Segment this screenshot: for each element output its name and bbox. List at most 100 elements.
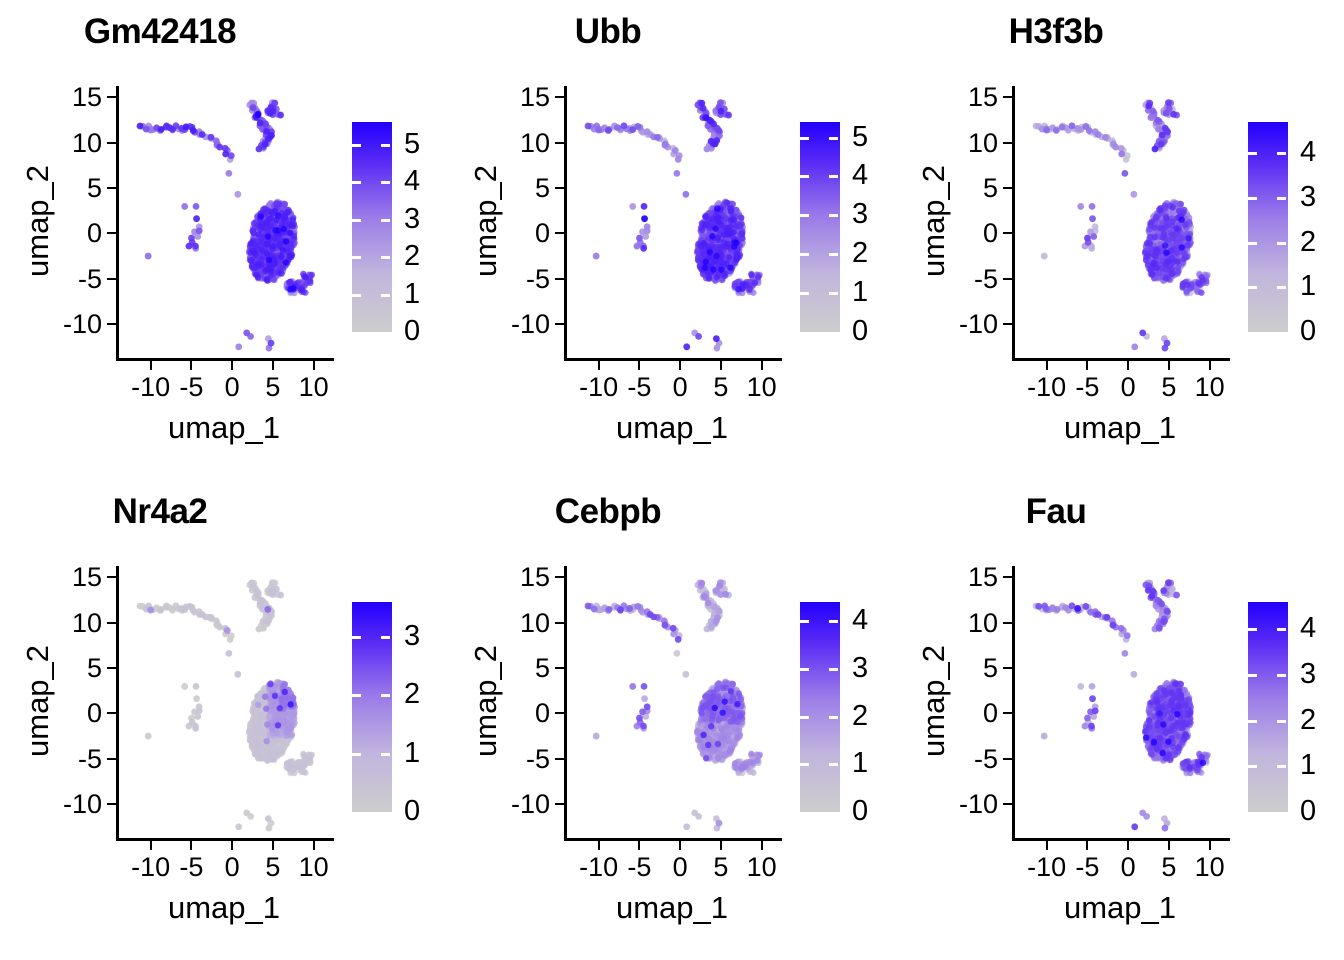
x-tick-label: -10: [131, 852, 171, 882]
colorbar-tick-label: 4: [404, 165, 421, 197]
colorbar-tick-mark: [1248, 719, 1257, 723]
x-tick-label: 0: [1120, 852, 1136, 882]
x-tick-label: -10: [1027, 852, 1067, 882]
colorbar-tick-mark: [1248, 286, 1257, 290]
colorbar-tick-mark: [1248, 152, 1257, 156]
y-axis-line: [564, 566, 567, 838]
y-tick-label: 15: [519, 562, 550, 593]
colorbar-tick-label: 3: [852, 651, 869, 684]
y-tick-mark: [107, 621, 116, 624]
x-tick-mark: [312, 841, 315, 850]
colorbar-tick-label: 4: [852, 604, 869, 637]
x-tick-label: 0: [224, 852, 240, 882]
y-tick-mark: [1003, 232, 1012, 235]
x-tick-label: 0: [672, 372, 688, 402]
colorbar-tick-label: 4: [1300, 136, 1317, 169]
x-tick-label: -5: [179, 852, 204, 882]
x-tick-label: 5: [713, 852, 729, 882]
colorbar-gradient: [352, 602, 392, 812]
colorbar-tick-label: 2: [852, 699, 869, 732]
colorbar-tick-mark: [352, 752, 361, 756]
x-tick-label: 10: [1194, 852, 1225, 882]
x-tick-label: 10: [1194, 372, 1225, 402]
colorbar-tick-mark: [352, 143, 361, 147]
y-tick-label: 10: [519, 607, 550, 638]
y-tick-mark: [107, 666, 116, 669]
y-tick-label: 0: [982, 218, 998, 249]
colorbar-tick-mark: [1248, 765, 1257, 769]
colorbar-tick-mark: [829, 620, 838, 624]
y-tick-label: -10: [62, 309, 102, 340]
x-tick-mark: [231, 361, 234, 370]
colorbar-tick-mark: [829, 292, 838, 296]
colorbar-gradient: [1248, 602, 1288, 812]
y-tick-mark: [107, 323, 116, 326]
colorbar-tick-mark: [1277, 765, 1286, 769]
panel-gm42418: Gm42418 15 10 5 0 -5 -10 -10 -5 0 5 10 umap_1 umap_2…: [0, 0, 448, 480]
x-tick-mark: [1045, 841, 1048, 850]
x-tick-mark: [149, 841, 152, 850]
x-tick-mark: [1045, 361, 1048, 370]
x-tick-label: -5: [1075, 852, 1100, 882]
y-tick-label: 5: [86, 172, 102, 203]
colorbar-tick-label: 2: [404, 240, 421, 272]
y-axis-line: [116, 566, 119, 838]
x-tick-label: 0: [672, 852, 688, 882]
y-tick-label: 0: [534, 218, 550, 249]
colorbar-tick-mark: [800, 667, 809, 671]
colorbar: 0 1 2 3 4: [1248, 122, 1344, 346]
colorbar-tick-label: 0: [852, 795, 869, 827]
x-axis-title: umap_1: [1063, 410, 1177, 445]
colorbar-tick-label: 2: [1300, 225, 1317, 258]
scatter-points: [1032, 579, 1211, 832]
colorbar-tick-label: 3: [1300, 180, 1317, 213]
colorbar-tick-mark: [352, 694, 361, 698]
y-tick-label: 15: [967, 562, 998, 593]
colorbar-tick-mark: [800, 292, 809, 296]
x-tick-mark: [1167, 841, 1170, 850]
panel-title: Nr4a2: [112, 492, 208, 531]
x-tick-mark: [231, 841, 234, 850]
x-axis-title: umap_1: [167, 890, 281, 925]
colorbar-tick-mark: [800, 136, 809, 140]
x-tick-mark: [638, 361, 641, 370]
y-tick-mark: [555, 186, 564, 189]
x-axis-line: [116, 358, 334, 361]
y-tick-mark: [555, 323, 564, 326]
colorbar-tick-mark: [1277, 286, 1286, 290]
y-tick-mark: [1003, 277, 1012, 280]
panel-title: Cebpb: [554, 492, 662, 531]
x-tick-label: 5: [265, 372, 281, 402]
colorbar-tick-mark: [381, 181, 390, 184]
colorbar-tick-mark: [1248, 241, 1257, 245]
panel-cebpb: Cebpb 15 10 5 0 -5 -10 -10 -5 0 5 10 umap_1 umap_2 0 1…: [448, 480, 896, 960]
y-tick-mark: [107, 576, 116, 579]
colorbar-tick-mark: [800, 253, 809, 257]
y-tick-label: 5: [534, 652, 550, 683]
x-tick-mark: [1167, 361, 1170, 370]
x-tick-mark: [312, 361, 315, 370]
y-tick-label: -5: [973, 743, 998, 774]
y-tick-label: -10: [510, 789, 550, 820]
scatter-points: [136, 99, 315, 352]
y-tick-mark: [1003, 576, 1012, 579]
x-tick-mark: [271, 361, 274, 370]
y-tick-mark: [1003, 666, 1012, 669]
colorbar-tick-label: 3: [404, 202, 421, 235]
y-tick-label: -5: [973, 263, 998, 294]
y-tick-mark: [1003, 621, 1012, 624]
y-tick-mark: [1003, 712, 1012, 715]
x-tick-mark: [597, 361, 600, 370]
y-axis-line: [1012, 566, 1015, 838]
y-tick-mark: [1003, 96, 1012, 99]
colorbar-tick-mark: [1277, 628, 1286, 632]
colorbar-tick-mark: [381, 293, 390, 297]
x-tick-label: 0: [1120, 372, 1136, 402]
y-tick-label: 15: [519, 82, 550, 113]
x-tick-mark: [190, 841, 193, 850]
y-tick-label: -5: [525, 743, 550, 774]
colorbar-tick-mark: [829, 763, 838, 767]
y-tick-mark: [1003, 757, 1012, 760]
colorbar-tick-label: 0: [404, 315, 421, 347]
x-tick-mark: [1086, 361, 1089, 370]
